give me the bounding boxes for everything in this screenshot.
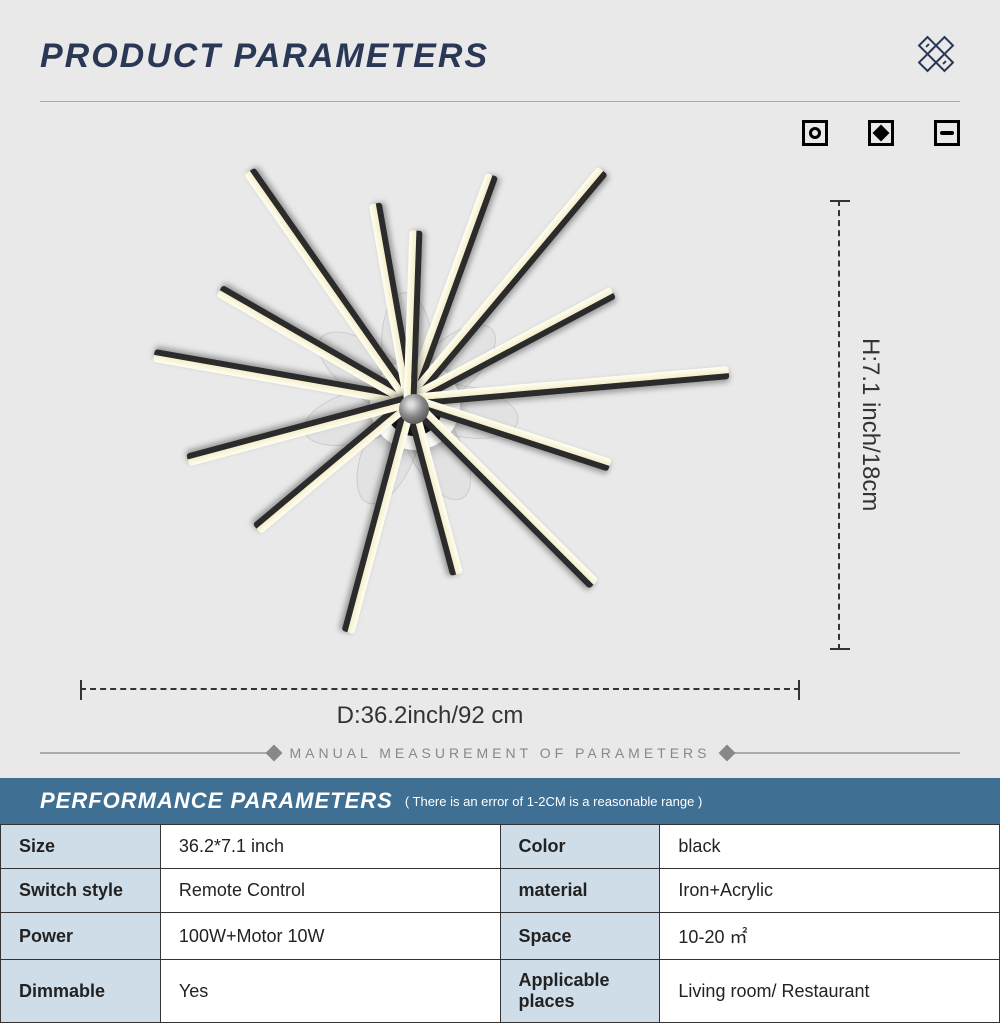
spec-value: Iron+Acrylic [660,869,1000,913]
width-dimension-line [80,688,800,690]
fan-cap [399,394,429,424]
spec-label: Space [500,913,660,960]
performance-note: ( There is an error of 1-2CM is a reason… [405,794,702,809]
spec-value: black [660,825,1000,869]
mode-icon-bar [934,120,960,146]
height-dimension-line [838,200,840,650]
performance-title: PERFORMANCE PARAMETERS [40,788,393,814]
page-title: PRODUCT PARAMETERS [40,37,489,76]
spec-value: Remote Control [160,869,500,913]
spec-label: Applicable places [500,960,660,1023]
spec-label: Dimmable [1,960,161,1023]
mode-icons [802,120,960,146]
spec-label: Color [500,825,660,869]
performance-header: PERFORMANCE PARAMETERS ( There is an err… [0,778,1000,824]
table-row: Power100W+Motor 10WSpace10-20 ㎡ [1,913,1000,960]
ruler-cross-icon [912,30,960,83]
spec-value: Yes [160,960,500,1023]
table-row: DimmableYesApplicable placesLiving room/… [1,960,1000,1023]
spec-label: material [500,869,660,913]
spec-label: Power [1,913,161,960]
width-dimension-label: D:36.2inch/92 cm [60,702,800,730]
height-dimension-label: H:7.1 inch/18cm [856,200,884,650]
table-row: Switch styleRemote ControlmaterialIron+A… [1,869,1000,913]
manual-measurement-label: MANUAL MEASUREMENT OF PARAMETERS [290,745,711,761]
mode-icon-ring [802,120,828,146]
spec-label: Switch style [1,869,161,913]
table-row: Size36.2*7.1 inchColorblack [1,825,1000,869]
divider [40,101,960,102]
spec-value: 36.2*7.1 inch [160,825,500,869]
spec-value: Living room/ Restaurant [660,960,1000,1023]
mode-icon-diamond [868,120,894,146]
manual-measurement-divider: MANUAL MEASUREMENT OF PARAMETERS [40,745,960,761]
spec-table: Size36.2*7.1 inchColorblackSwitch styleR… [0,824,1000,1023]
spec-value: 100W+Motor 10W [160,913,500,960]
spec-label: Size [1,825,161,869]
spec-value: 10-20 ㎡ [660,913,1000,960]
product-diagram: D:36.2inch/92 cm H:7.1 inch/18cm [60,150,880,730]
light-arm [405,167,608,405]
